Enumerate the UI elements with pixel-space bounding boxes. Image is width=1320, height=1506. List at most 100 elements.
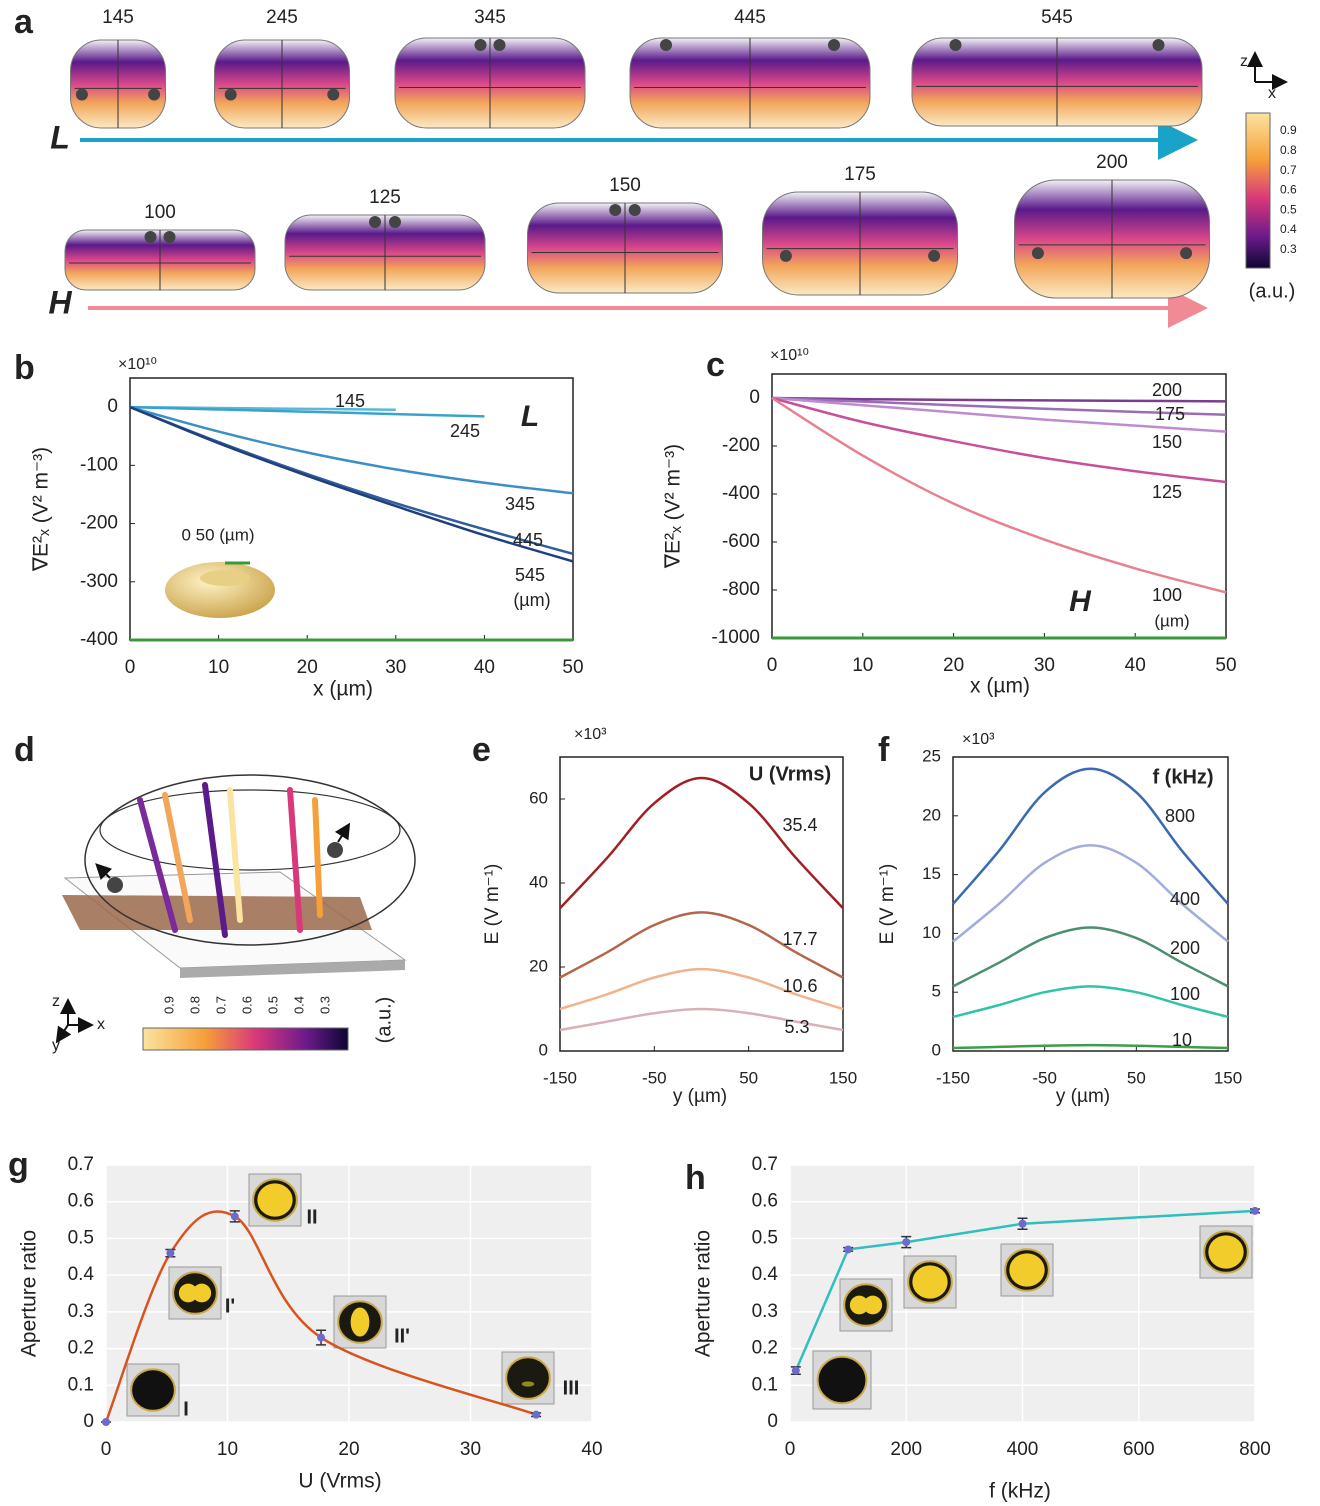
sim-particle [389,216,401,228]
annotation: 0 50 (µm) [181,525,254,544]
panel-letter: d [14,731,35,769]
multiplier: ×10¹⁰ [770,347,809,364]
series-label: 175 [1155,404,1185,424]
h-label: 175 [844,164,876,185]
series-label: 10 [1172,1030,1192,1050]
h-label: 125 [369,187,401,208]
x-tick-label: 50 [1127,1068,1146,1087]
data-point [231,1212,239,1220]
y-tick-label: 0.4 [752,1264,779,1285]
colorbar-tick: 0.5 [265,996,280,1014]
sim-particle [1180,247,1192,259]
l-label: 245 [266,7,298,28]
colorbar-unit: (a.u.) [373,997,395,1044]
micrograph [522,1381,534,1386]
x-tick-label: 150 [1214,1068,1242,1087]
y-tick-label: 0.5 [752,1227,778,1248]
panel-letter: g [8,1146,29,1184]
y-tick-label: 0.1 [752,1374,778,1395]
micrograph [506,1357,550,1399]
x-tick-label: 30 [1034,655,1055,676]
data-point [902,1238,910,1246]
l-axis-label: L [50,119,70,155]
series-label: 17.7 [782,929,817,949]
y-tick-label: -300 [80,571,118,592]
l-label: 145 [102,7,134,28]
x-axis-label: x (µm) [970,675,1030,698]
x-tick-label: 0 [125,657,136,678]
y-tick-label: 10 [922,923,941,942]
axis-icon-label: x [97,1016,105,1033]
sim-particle [780,250,792,262]
x-tick-label: 10 [217,1439,238,1460]
colorbar-d [143,1028,348,1050]
sim-particle [629,204,641,216]
annotation: II [306,1206,317,1228]
series-label: 245 [450,421,480,441]
data-point [166,1249,174,1257]
y-tick-label: 0 [749,387,760,408]
annotation: L [521,400,539,433]
y-tick-label: 15 [922,864,941,883]
l-label: 445 [734,7,766,28]
y-axis-label: Aperture ratio [18,1230,41,1357]
x-tick-label: 200 [890,1439,922,1460]
x-tick-label: 40 [581,1439,602,1460]
panel-letter: c [706,346,725,384]
micrograph [1009,1253,1044,1286]
colorbar-unit: (a.u.) [1249,280,1296,302]
data-point [792,1367,800,1375]
series-label: 100 [1152,585,1182,605]
y-tick-label: 60 [529,788,548,807]
multiplier: ×10³ [962,731,995,748]
y-axis-label: ∇E²ₓ (V² m⁻³) [662,444,685,569]
sim-particle [660,39,672,51]
colorbar-tick: 0.8 [1280,143,1297,157]
y-tick-label: 0.5 [68,1227,94,1248]
x-tick-label: 400 [1007,1439,1039,1460]
y-tick-label: -100 [80,454,118,475]
y-tick-label: -400 [80,629,118,650]
l-label: 345 [474,7,506,28]
force-arrow [338,826,348,842]
series-label: 145 [335,391,365,411]
x-tick-label: 20 [297,657,318,678]
micrograph [1208,1235,1243,1268]
micrograph [818,1357,867,1403]
h-axis-label: H [48,284,72,320]
figure: abcdefgh145245345445545100125150175200LH… [0,0,1320,1506]
series-label: 125 [1152,482,1182,502]
colorbar-tick: 0.6 [239,996,254,1014]
panel-letter: f [878,731,890,769]
x-tick-label: 40 [474,657,495,678]
series-label: 100 [1170,984,1200,1004]
panel-letter: a [14,3,34,41]
y-tick-label: 0 [83,1411,94,1432]
x-tick-label: 0 [767,655,778,676]
y-tick-label: 0.4 [68,1264,95,1285]
axis-icon-label: z [52,993,60,1010]
sim-particle [828,39,840,51]
y-tick-label: 0 [539,1040,548,1059]
sim-particle [225,89,237,101]
sim-particle [145,231,157,243]
panel-letter: h [685,1159,706,1197]
series-label: 35.4 [782,815,817,835]
torus-inset [200,570,250,586]
x-tick-label: 40 [1125,655,1146,676]
colorbar-tick: 0.4 [1280,222,1297,236]
y-tick-label: 40 [529,872,548,891]
series-label: 345 [505,494,535,514]
colorbar-tick: 0.5 [1280,202,1297,216]
multiplier: ×10³ [574,726,607,743]
sim-particle [494,39,506,51]
micrograph [192,1284,211,1303]
y-tick-label: -1000 [711,627,760,648]
annotation: (µm) [513,590,550,610]
annotation: (µm) [1154,611,1189,630]
y-tick-label: 0.1 [68,1374,94,1395]
axis-icon-label: z [1240,53,1248,70]
x-tick-label: -50 [1032,1068,1057,1087]
colorbar-tick: 0.8 [187,996,202,1014]
y-tick-label: 0 [107,396,118,417]
